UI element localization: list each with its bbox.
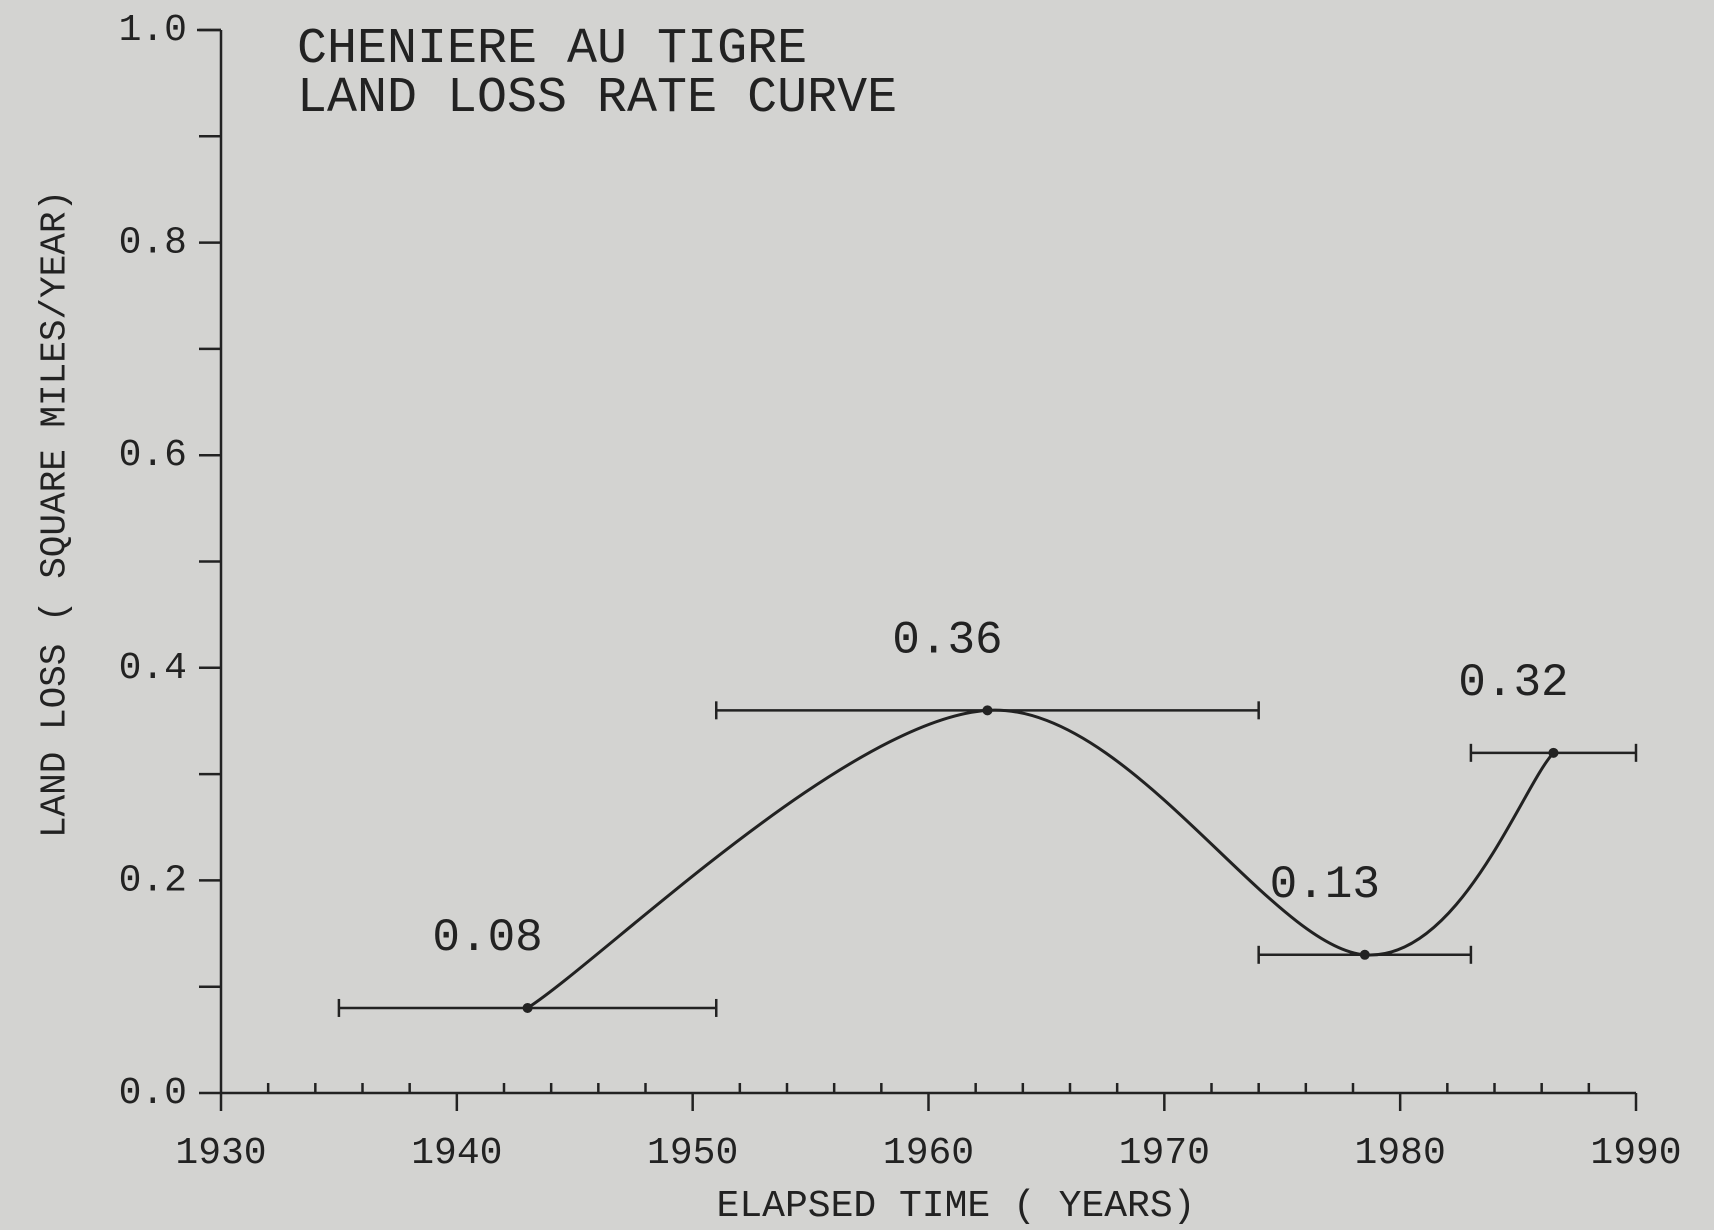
chart-title: CHENIERE AU TIGRE [297, 21, 807, 78]
y-tick-label: 1.0 [119, 9, 187, 52]
y-tick-label: 0.2 [119, 859, 187, 902]
x-axis-label: ELAPSED TIME ( YEARS) [717, 1185, 1196, 1228]
x-tick-label: 1950 [647, 1132, 738, 1175]
point [1359, 949, 1370, 960]
value-label: 0.13 [1270, 859, 1380, 911]
x-tick-label: 1930 [175, 1132, 266, 1175]
x-tick-label: 1990 [1590, 1132, 1681, 1175]
curve [526, 708, 1555, 1010]
y-tick-label: 0.8 [119, 222, 187, 265]
value-label: 0.08 [432, 912, 542, 964]
y-tick-label: 0.0 [119, 1072, 187, 1115]
x-tick-label: 1940 [411, 1132, 502, 1175]
y-tick-label: 0.6 [119, 434, 187, 477]
point [522, 1002, 533, 1013]
value-label: 0.36 [892, 614, 1002, 666]
point [982, 705, 993, 716]
point [1548, 747, 1559, 758]
value-label: 0.32 [1458, 657, 1568, 709]
y-tick-label: 0.4 [119, 647, 187, 690]
x-tick-label: 1970 [1119, 1132, 1210, 1175]
y-axis-label: LAND LOSS ( SQUARE MILES/YEAR) [35, 190, 76, 838]
chart-subtitle: LAND LOSS RATE CURVE [297, 70, 897, 127]
x-tick-label: 1960 [883, 1132, 974, 1175]
x-tick-label: 1980 [1355, 1132, 1446, 1175]
